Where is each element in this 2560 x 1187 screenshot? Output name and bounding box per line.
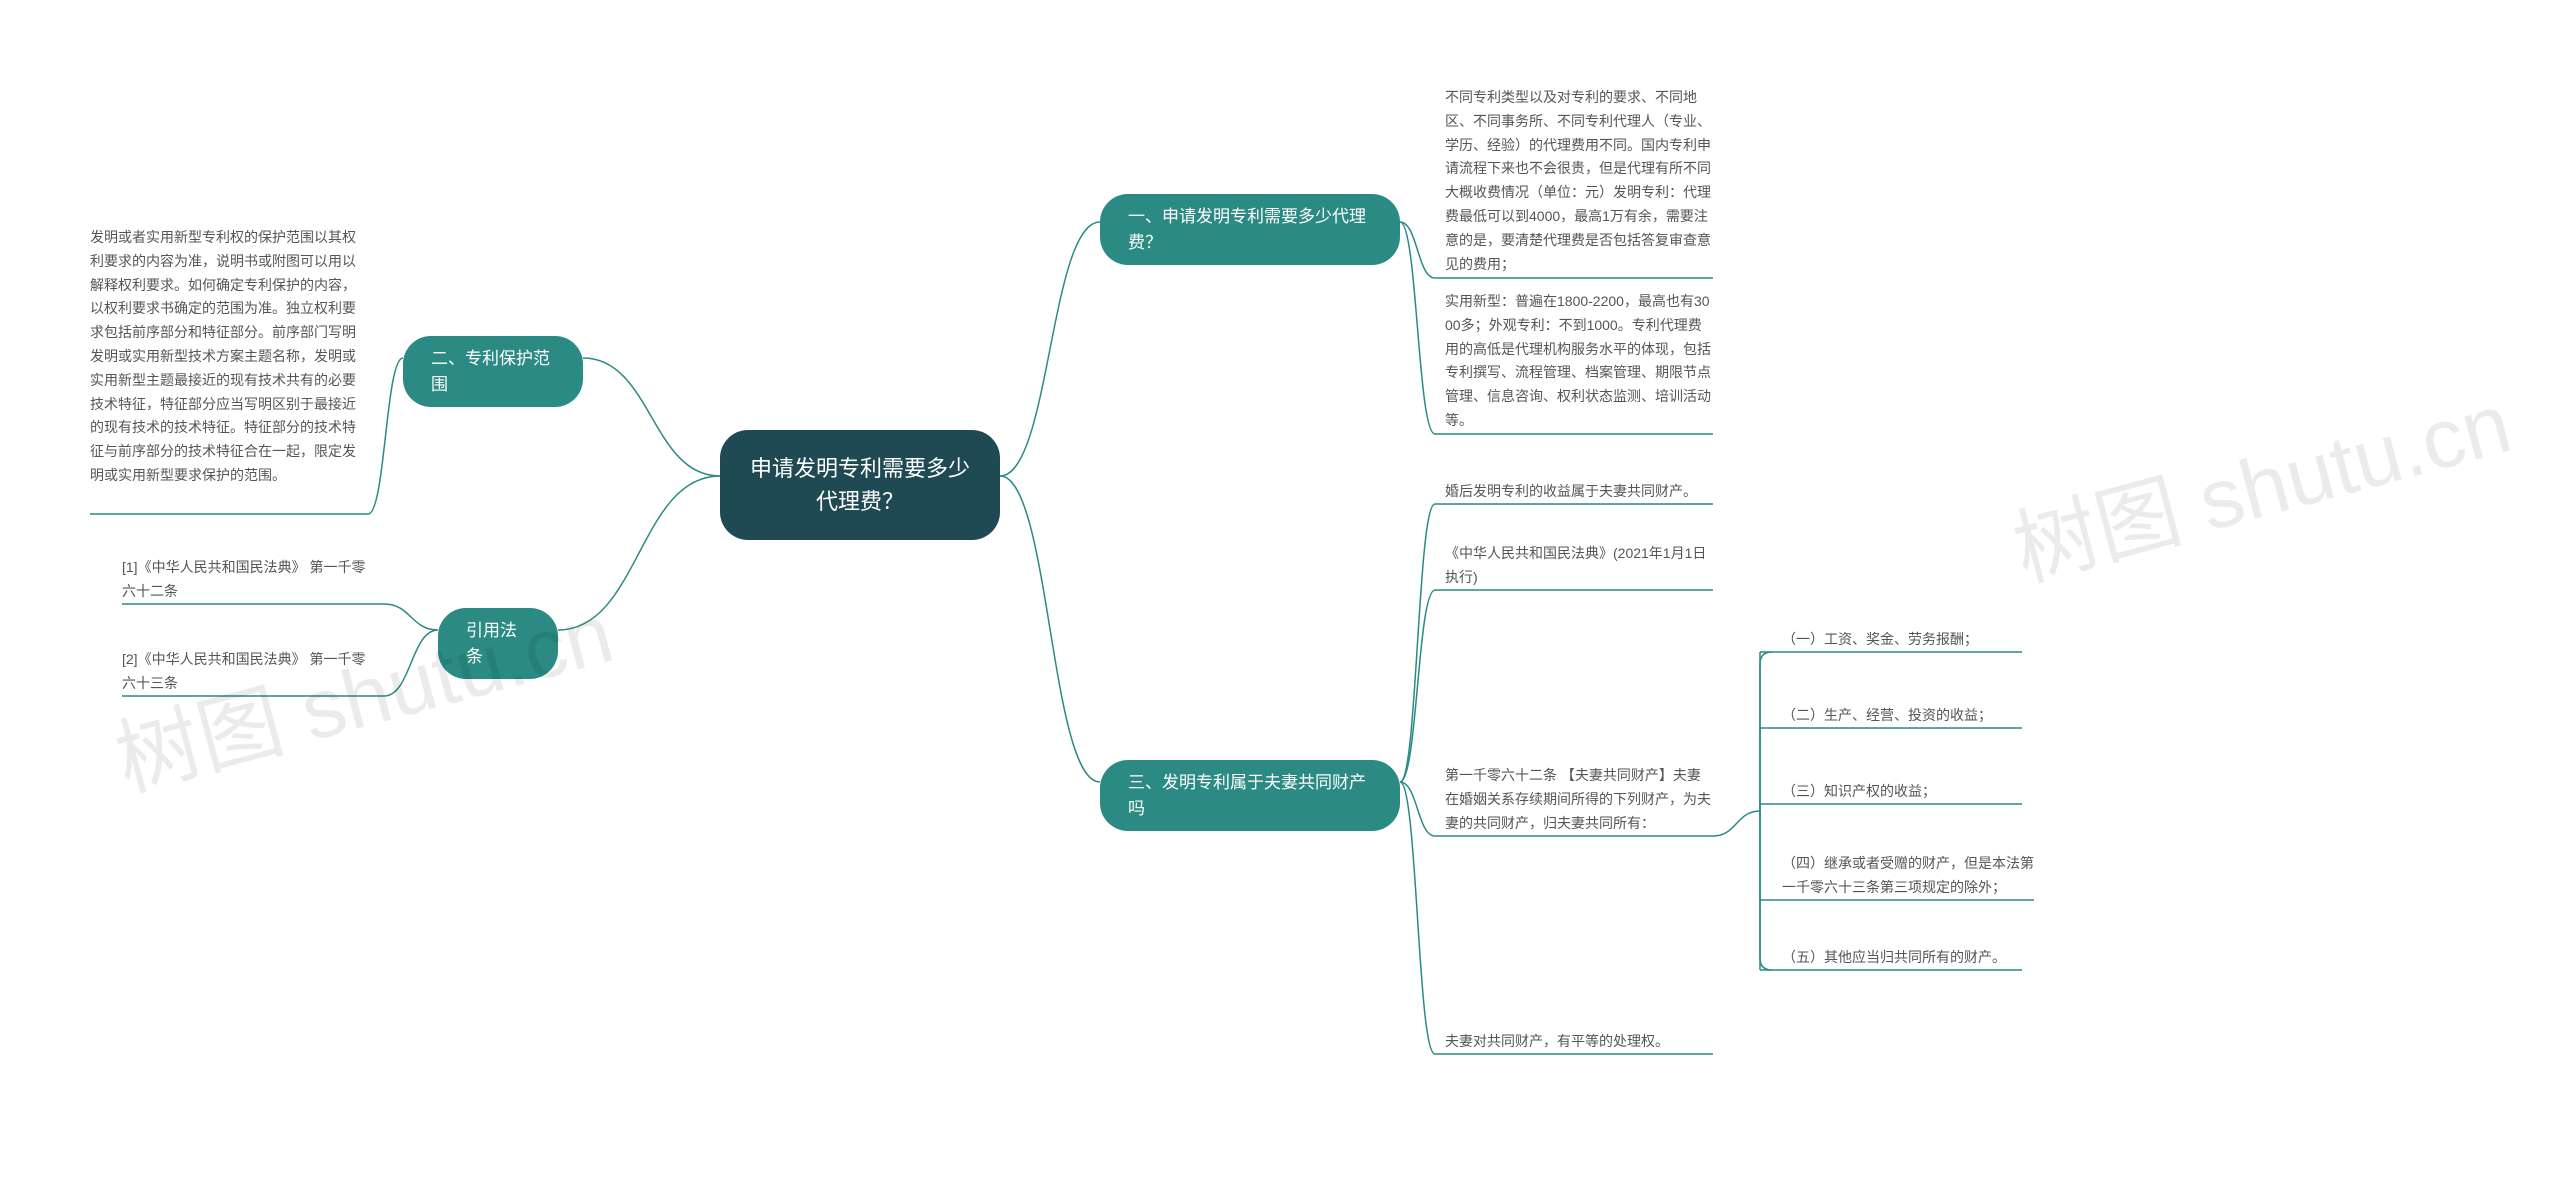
leaf-b3l4-text: 夫妻对共同财产，有平等的处理权。	[1445, 1033, 1669, 1049]
center-node: 申请发明专利需要多少代理费？	[720, 430, 1000, 540]
connector-layer	[0, 0, 2560, 1187]
branch-b3-label: 三、发明专利属于夫妻共同财产吗	[1128, 773, 1366, 818]
leaf-b3l2-text: 《中华人民共和国民法典》(2021年1月1日执行)	[1445, 545, 1706, 585]
branch-b2-label: 二、专利保护范围	[431, 349, 550, 394]
leaf-b3l2: 《中华人民共和国民法典》(2021年1月1日执行)	[1445, 542, 1713, 590]
branch-b3: 三、发明专利属于夫妻共同财产吗	[1100, 760, 1400, 831]
leaf-b3l3-text: 第一千零六十二条 【夫妻共同财产】夫妻在婚姻关系存续期间所得的下列财产，为夫妻的…	[1445, 767, 1711, 831]
leaf-b3l3c4: （四）继承或者受赠的财产，但是本法第一千零六十三条第三项规定的除外；	[1782, 852, 2034, 900]
leaf-b3l3c5: （五）其他应当归共同所有的财产。	[1782, 946, 2022, 970]
leaf-b3l3c1-text: （一）工资、奖金、劳务报酬；	[1782, 631, 1978, 647]
center-label: 申请发明专利需要多少代理费？	[750, 456, 970, 514]
leaf-b1l1-text: 不同专利类型以及对专利的要求、不同地区、不同事务所、不同专利代理人（专业、学历、…	[1445, 89, 1711, 272]
branch-b2: 二、专利保护范围	[403, 336, 583, 407]
leaf-b3l3c3-text: （三）知识产权的收益；	[1782, 783, 1936, 799]
leaf-b4l1-text: [1]《中华人民共和国民法典》 第一千零六十二条	[122, 559, 365, 599]
leaf-b4l2: [2]《中华人民共和国民法典》 第一千零六十三条	[122, 648, 374, 696]
leaf-b3l3c2-text: （二）生产、经营、投资的收益；	[1782, 707, 1992, 723]
leaf-b2l1-text: 发明或者实用新型专利权的保护范围以其权利要求的内容为准，说明书或附图可以用以解释…	[90, 229, 356, 483]
branch-b4: 引用法条	[438, 608, 558, 679]
leaf-b3l3c3: （三）知识产权的收益；	[1782, 780, 2022, 804]
leaf-b3l3c2: （二）生产、经营、投资的收益；	[1782, 704, 2022, 728]
leaf-b1l1: 不同专利类型以及对专利的要求、不同地区、不同事务所、不同专利代理人（专业、学历、…	[1445, 86, 1713, 276]
watermark-2: 树图 shutu.cn	[1999, 356, 2522, 605]
branch-b1: 一、申请发明专利需要多少代理费？	[1100, 194, 1400, 265]
leaf-b1l2: 实用新型：普遍在1800-2200，最高也有3000多；外观专利：不到1000。…	[1445, 290, 1713, 433]
leaf-b3l3c1: （一）工资、奖金、劳务报酬；	[1782, 628, 2022, 652]
leaf-b2l1: 发明或者实用新型专利权的保护范围以其权利要求的内容为准，说明书或附图可以用以解释…	[90, 226, 358, 488]
leaf-b1l2-text: 实用新型：普遍在1800-2200，最高也有3000多；外观专利：不到1000。…	[1445, 293, 1711, 428]
leaf-b3l4: 夫妻对共同财产，有平等的处理权。	[1445, 1030, 1713, 1054]
leaf-b3l3: 第一千零六十二条 【夫妻共同财产】夫妻在婚姻关系存续期间所得的下列财产，为夫妻的…	[1445, 764, 1713, 835]
leaf-b3l3c4-text: （四）继承或者受赠的财产，但是本法第一千零六十三条第三项规定的除外；	[1782, 855, 2034, 895]
leaf-b4l1: [1]《中华人民共和国民法典》 第一千零六十二条	[122, 556, 374, 604]
leaf-b3l3c5-text: （五）其他应当归共同所有的财产。	[1782, 949, 2006, 965]
leaf-b4l2-text: [2]《中华人民共和国民法典》 第一千零六十三条	[122, 651, 365, 691]
branch-b4-label: 引用法条	[466, 621, 517, 666]
watermark-2-text: 树图 shutu.cn	[2004, 376, 2520, 599]
leaf-b3l1-text: 婚后发明专利的收益属于夫妻共同财产。	[1445, 483, 1697, 499]
leaf-b3l1: 婚后发明专利的收益属于夫妻共同财产。	[1445, 480, 1713, 504]
branch-b1-label: 一、申请发明专利需要多少代理费？	[1128, 207, 1366, 252]
